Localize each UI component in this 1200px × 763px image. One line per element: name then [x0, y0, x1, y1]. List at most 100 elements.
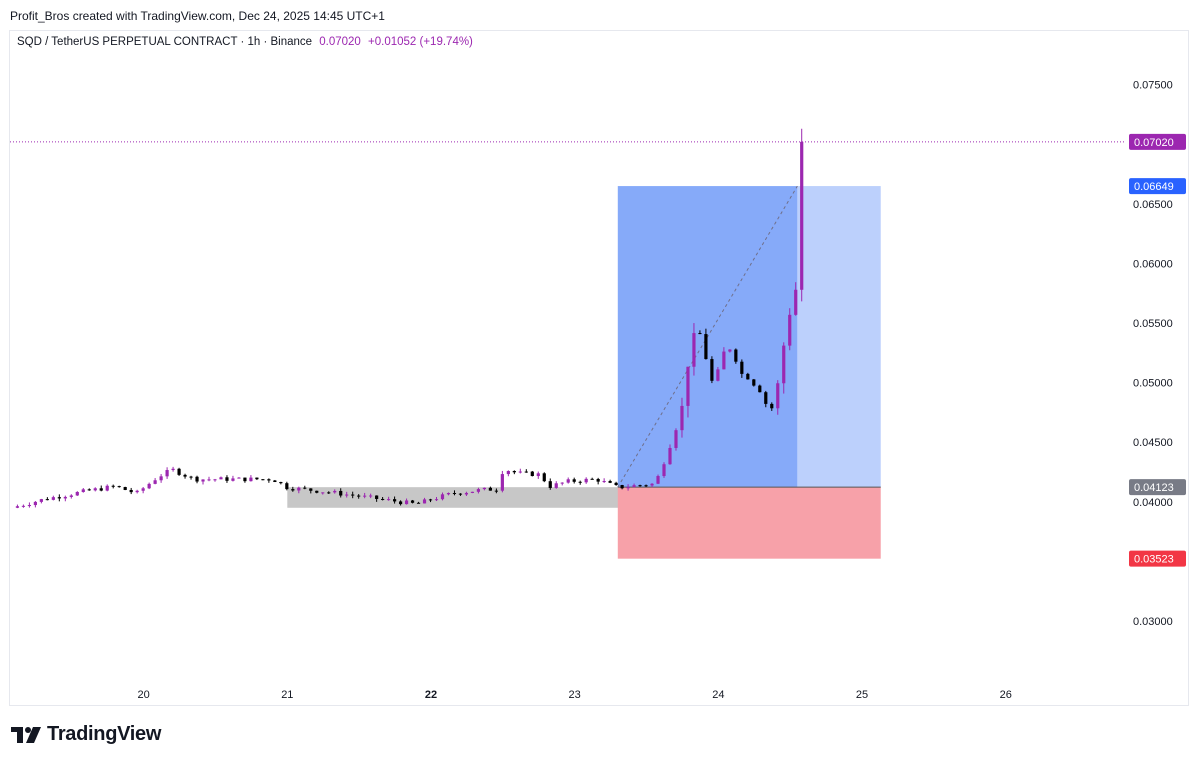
candle — [27, 502, 31, 508]
candle — [351, 491, 355, 499]
candle-body — [123, 487, 127, 490]
candle — [171, 466, 175, 472]
candle — [644, 484, 648, 488]
candle-body — [291, 489, 295, 491]
candle — [93, 487, 97, 492]
candle — [578, 480, 582, 485]
candle — [387, 496, 391, 501]
candle — [626, 484, 630, 491]
candle-body — [740, 361, 744, 374]
candle — [452, 490, 457, 496]
candle-body — [470, 491, 475, 493]
candle-body — [656, 476, 660, 484]
candle-body — [776, 383, 780, 409]
candle — [494, 488, 498, 494]
candle — [398, 500, 403, 506]
candle-body — [375, 495, 379, 499]
candle-body — [195, 476, 199, 482]
candle-body — [129, 489, 133, 493]
time-tick-label: 20 — [138, 689, 150, 701]
candle — [195, 475, 199, 484]
candle-body — [752, 379, 756, 386]
price-tick-label: 0.06000 — [1133, 258, 1173, 270]
candle-body — [392, 499, 397, 502]
candle — [39, 498, 43, 504]
candle — [392, 496, 397, 504]
symbol-title[interactable]: SQD / TetherUS PERPETUAL CONTRACT · 1h ·… — [17, 36, 313, 48]
candle-body — [578, 481, 582, 483]
candle — [297, 486, 301, 494]
candle — [315, 490, 319, 494]
candle-body — [500, 474, 504, 491]
candle — [488, 486, 492, 491]
candle — [183, 473, 187, 479]
candle — [201, 479, 205, 485]
tradingview-logo[interactable]: TradingView — [11, 723, 161, 746]
candle-body — [255, 477, 259, 480]
candle-body — [692, 333, 696, 367]
candle — [57, 494, 61, 502]
candle-body — [416, 502, 421, 504]
candle — [716, 366, 720, 382]
candle-body — [57, 497, 61, 499]
candle-body — [135, 490, 139, 493]
candle — [686, 366, 690, 418]
candle-body — [476, 489, 481, 492]
candle — [548, 478, 552, 490]
entry-tag-bg — [1129, 479, 1186, 496]
time-tick-label: 26 — [1000, 689, 1012, 701]
candle-body — [620, 485, 624, 489]
time-tick-label: 21 — [281, 689, 293, 701]
candle — [81, 488, 85, 493]
candle — [273, 479, 277, 483]
tradingview-wordmark: TradingView — [47, 723, 162, 745]
candle — [512, 470, 516, 475]
candle-body — [39, 499, 43, 502]
candle-body — [458, 493, 463, 495]
candle-body — [800, 141, 804, 290]
candle-body — [746, 373, 750, 380]
candle-body — [297, 487, 301, 491]
candle — [75, 491, 79, 496]
candle-body — [446, 493, 451, 495]
candle-body — [21, 505, 26, 507]
candle — [21, 504, 26, 508]
candle-body — [75, 491, 79, 496]
loss-zone — [617, 487, 881, 559]
time-tick-label: 24 — [712, 689, 724, 701]
candle-body — [99, 488, 103, 491]
candle — [698, 330, 702, 335]
candle — [345, 491, 349, 498]
candle — [446, 492, 451, 496]
candle-body — [15, 506, 20, 508]
candle-body — [303, 487, 307, 489]
price-tick-label: 0.06500 — [1133, 199, 1173, 211]
candle — [279, 481, 283, 485]
time-tick-label: 23 — [569, 689, 581, 701]
candle-body — [536, 473, 540, 477]
candle — [770, 402, 774, 411]
candle-body — [782, 345, 786, 384]
price-tick-label: 0.05500 — [1133, 318, 1173, 330]
candle-body — [584, 478, 588, 483]
candle — [476, 487, 481, 494]
candle-body — [662, 464, 666, 477]
candle — [213, 478, 217, 482]
candle — [285, 481, 289, 491]
candle — [261, 479, 265, 481]
candle-body — [231, 478, 235, 481]
candle-body — [722, 351, 726, 370]
candle-body — [93, 488, 97, 491]
candle — [135, 489, 139, 494]
candle-body — [788, 314, 792, 346]
candle-body — [357, 495, 361, 497]
candle-body — [363, 495, 367, 497]
last-price-value: 0.07020 — [319, 36, 361, 48]
price-tick-label: 0.07500 — [1133, 80, 1173, 92]
candle-body — [668, 447, 672, 465]
candle-body — [422, 499, 427, 504]
candle — [381, 497, 385, 501]
candle-body — [225, 477, 229, 481]
candle — [458, 493, 463, 496]
